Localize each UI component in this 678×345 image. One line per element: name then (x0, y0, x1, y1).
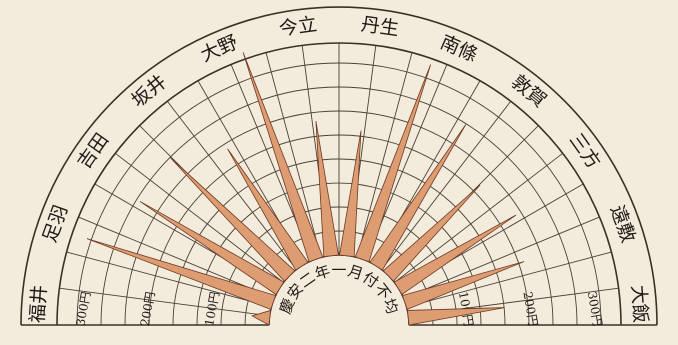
data-spike (242, 52, 324, 263)
grid-spoke (78, 216, 275, 299)
title-char: 均 (380, 296, 402, 316)
grid-spoke (356, 52, 413, 258)
category-label: 三方 (565, 129, 605, 173)
data-spike (139, 201, 285, 296)
category-label: 丹生 (360, 13, 401, 40)
frame-arc (20, 6, 658, 326)
data-spike (407, 307, 505, 326)
grid-spoke (381, 101, 512, 270)
data-spike (393, 214, 517, 296)
grid-spoke (394, 152, 563, 283)
grid-spoke (265, 52, 322, 258)
title-char: 年 (313, 262, 333, 284)
title-char: 慶 (276, 296, 298, 316)
data-spike (382, 184, 481, 282)
category-label: 坂井 (128, 71, 171, 112)
title-char: 一 (331, 261, 346, 279)
category-label: 今立 (278, 13, 319, 40)
data-spike (369, 124, 467, 271)
grid-spoke (403, 216, 600, 299)
category-label: 吉田 (73, 129, 113, 173)
category-label: 大飯 (627, 284, 652, 323)
data-spike (227, 148, 309, 271)
tick-label-left: 300円 (73, 291, 93, 328)
tick-label-left: 200円 (138, 291, 158, 328)
grid-spoke (406, 251, 612, 308)
data-spike (86, 238, 277, 310)
frame-arc (56, 42, 622, 326)
title-char: 月 (346, 262, 366, 284)
category-label: 福井 (26, 284, 51, 323)
data-spike (339, 130, 362, 258)
data-spike (401, 261, 525, 310)
tick-label-left: 100円 (202, 291, 222, 328)
tick-label-right: 200円 (520, 291, 540, 328)
grid-spoke (59, 287, 270, 317)
data-spike (170, 157, 296, 282)
grid-spoke (66, 251, 272, 308)
tick-label-right: 300円 (585, 291, 605, 328)
data-spike (315, 120, 339, 258)
data-spike (251, 309, 271, 326)
grid-spoke (166, 101, 297, 270)
category-label: 敦賀 (507, 71, 550, 112)
data-spike (354, 64, 432, 263)
grid-spoke (115, 152, 284, 283)
